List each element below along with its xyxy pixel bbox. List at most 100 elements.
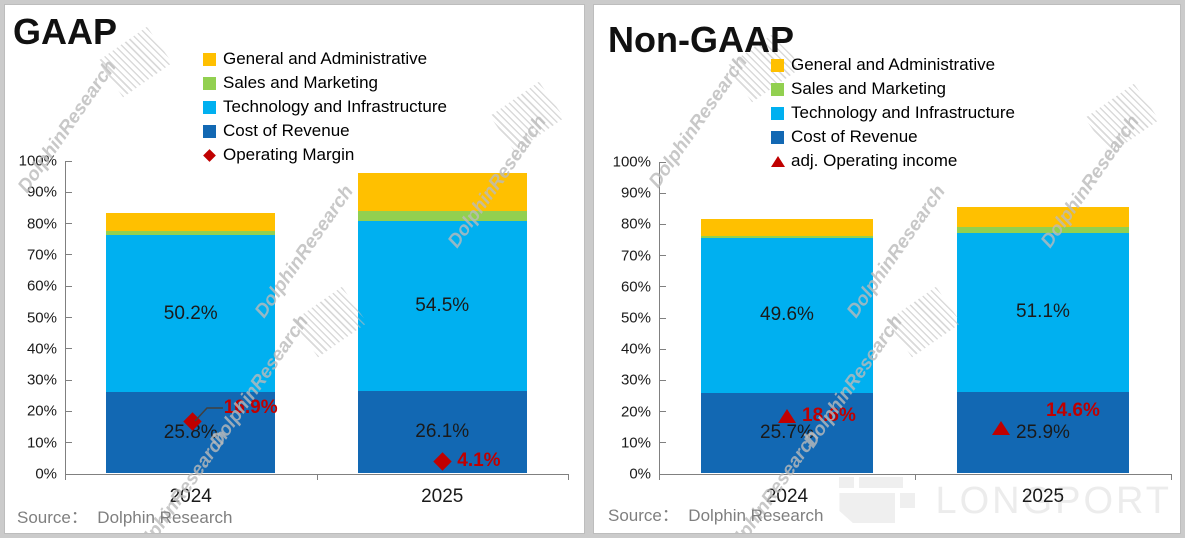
segment-data-label: 49.6% bbox=[760, 304, 814, 326]
marker-data-label: 16.9% bbox=[223, 397, 278, 419]
legend-item-cost-of-revenue: Cost of Revenue bbox=[202, 119, 447, 143]
y-axis-tick bbox=[65, 223, 72, 225]
x-axis-label: 2024 bbox=[765, 486, 809, 507]
source-note: Source： Dolphin Research bbox=[608, 506, 824, 525]
bar-segment-general-and-administrative bbox=[106, 212, 276, 232]
legend-item-technology-and-infrastructure: Technology and Infrastructure bbox=[770, 101, 1015, 125]
y-axis-label: 50% bbox=[620, 309, 651, 327]
y-axis-label: 0% bbox=[35, 465, 57, 483]
cost-of-revenue-legend-square-icon bbox=[770, 130, 785, 144]
y-axis-tick bbox=[659, 317, 666, 319]
y-axis-label: 100% bbox=[612, 153, 651, 171]
segment-data-label: 50.2% bbox=[163, 302, 218, 324]
y-axis-label: 50% bbox=[26, 309, 57, 326]
source-note: Source： Dolphin Research bbox=[17, 508, 233, 527]
y-axis-tick bbox=[65, 442, 72, 444]
segment-data-label: 54.5% bbox=[415, 295, 470, 317]
y-axis-label: 30% bbox=[26, 371, 57, 389]
y-axis-label: 70% bbox=[620, 247, 651, 265]
non-gaap-chart-panel: LONGPORT DolphinResearch DolphinResearch… bbox=[593, 4, 1181, 534]
plot-area: 0% 10% 20% 30% 40% 50% 60% 70% 80% 90% 100% 25.8% 50… bbox=[19, 153, 569, 507]
x-axis-tick bbox=[316, 474, 318, 480]
x-axis-label: 2025 bbox=[421, 486, 464, 507]
legend-label: Technology and Infrastructure bbox=[791, 103, 1015, 122]
segment-data-label: 25.7% bbox=[760, 421, 814, 443]
legend-label: Sales and Marketing bbox=[791, 79, 946, 98]
y-axis-tick bbox=[65, 473, 72, 475]
y-axis-tick bbox=[65, 285, 72, 287]
bar-segment-general-and-administrative bbox=[956, 206, 1129, 227]
y-axis-label: 80% bbox=[26, 215, 57, 233]
y-axis-label: 60% bbox=[620, 278, 651, 296]
x-axis-label: 2024 bbox=[169, 486, 212, 507]
y-axis-label: 20% bbox=[26, 402, 57, 420]
x-axis-tick bbox=[659, 474, 660, 480]
chart-legend: General and Administrative Sales and Mark… bbox=[202, 47, 447, 167]
y-axis-tick bbox=[659, 473, 666, 475]
general-and-administrative-legend-square-icon bbox=[202, 52, 217, 66]
segment-data-label: 25.9% bbox=[1016, 421, 1070, 443]
bar-2025: 26.1% 54.5% bbox=[357, 160, 527, 473]
bar-segment-general-and-administrative bbox=[700, 219, 873, 237]
y-axis-label: 20% bbox=[620, 403, 651, 421]
y-axis-label: 90% bbox=[620, 184, 651, 202]
bar-segment-sales-and-marketing bbox=[106, 231, 276, 236]
marker-data-label: 18.6% bbox=[802, 404, 856, 426]
y-axis-label: 10% bbox=[26, 434, 57, 452]
bar-2024: 25.8% 50.2% bbox=[106, 160, 276, 473]
longport-watermark: LONGPORT bbox=[839, 477, 1172, 525]
y-axis-label: 10% bbox=[620, 434, 651, 452]
x-axis-tick bbox=[65, 474, 66, 480]
segment-data-label: 26.1% bbox=[415, 421, 470, 443]
legend-label: Operating Margin bbox=[223, 145, 355, 164]
bar-segment-technology-and-infrastructure: 49.6% bbox=[700, 238, 873, 393]
legend-label: General and Administrative bbox=[791, 55, 996, 74]
y-axis-label: 70% bbox=[26, 246, 57, 264]
bar-segment-cost-of-revenue: 25.7% bbox=[700, 392, 873, 473]
legend-item-operating-margin: Operating Margin bbox=[202, 143, 447, 167]
legend-item-technology-and-infrastructure: Technology and Infrastructure bbox=[202, 95, 447, 119]
y-axis-tick bbox=[659, 348, 666, 350]
bar-segment-cost-of-revenue: 25.8% bbox=[106, 392, 276, 473]
y-axis-label: 40% bbox=[620, 340, 651, 358]
operating-margin-legend-diamond-icon bbox=[202, 148, 217, 162]
bar-segment-sales-and-marketing bbox=[357, 211, 527, 221]
y-axis-tick bbox=[659, 411, 666, 413]
y-axis-tick bbox=[659, 223, 666, 225]
technology-and-infrastructure-legend-square-icon bbox=[770, 106, 785, 120]
marker-data-label: 14.6% bbox=[1046, 400, 1100, 422]
technology-and-infrastructure-legend-square-icon bbox=[202, 100, 217, 114]
legend-item-adj-operating-income: adj. Operating income bbox=[770, 149, 1015, 173]
segment-data-label: 25.8% bbox=[163, 421, 218, 443]
watermark-scribble bbox=[1084, 83, 1160, 155]
legend-item-general-and-administrative: General and Administrative bbox=[770, 53, 1015, 77]
sales-and-marketing-legend-square-icon bbox=[202, 76, 217, 90]
legend-item-sales-and-marketing: Sales and Marketing bbox=[770, 77, 1015, 101]
legend-label: Sales and Marketing bbox=[223, 73, 378, 92]
bar-segment-cost-of-revenue: 25.9% bbox=[956, 392, 1129, 473]
legend-label: Cost of Revenue bbox=[791, 127, 918, 146]
legend-item-general-and-administrative: General and Administrative bbox=[202, 47, 447, 71]
adj-operating-income-marker bbox=[992, 421, 1010, 436]
bar-segment-sales-and-marketing bbox=[700, 236, 873, 239]
cost-of-revenue-legend-square-icon bbox=[202, 124, 217, 138]
y-axis-tick bbox=[65, 379, 72, 381]
y-axis-label: 80% bbox=[620, 215, 651, 233]
marker-callout-leader bbox=[194, 407, 223, 422]
y-axis-label: 90% bbox=[26, 183, 57, 201]
x-axis-tick bbox=[1171, 474, 1172, 480]
bar-segment-general-and-administrative bbox=[357, 172, 527, 212]
legend-label: adj. Operating income bbox=[791, 151, 958, 170]
y-axis-label: 100% bbox=[18, 152, 57, 170]
y-axis-tick bbox=[659, 161, 666, 163]
y-axis-label: 30% bbox=[620, 371, 651, 389]
y-axis-tick bbox=[65, 410, 72, 412]
y-axis-tick bbox=[65, 160, 72, 162]
y-axis-label: 40% bbox=[26, 340, 57, 358]
y-axis-tick bbox=[659, 442, 666, 444]
y-axis-tick bbox=[659, 286, 666, 288]
bar-segment-technology-and-infrastructure: 54.5% bbox=[357, 220, 527, 392]
x-axis-tick bbox=[915, 474, 916, 480]
y-axis-tick bbox=[65, 317, 72, 318]
chart-title: Non-GAAP bbox=[608, 19, 794, 60]
